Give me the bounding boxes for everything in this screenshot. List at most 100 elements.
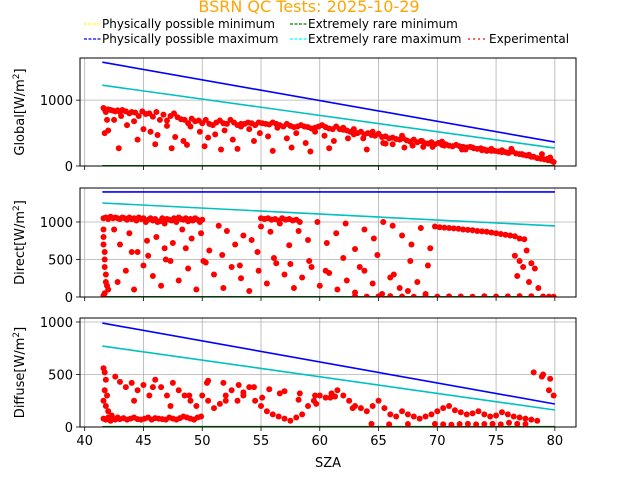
axes-frame [79,317,577,428]
plot-area [100,61,557,166]
data-point [313,400,320,407]
data-point [540,293,547,297]
data-point [158,384,165,391]
data-point [140,381,147,388]
data-point [175,277,182,284]
data-point [316,392,323,399]
data-point [296,390,303,397]
data-point [167,402,174,409]
x-axis-label: SZA [315,456,341,471]
data-point [322,267,329,274]
data-point [228,263,235,270]
data-point [169,379,176,386]
data-point [497,421,504,427]
data-point [100,292,107,297]
data-point [179,226,186,233]
data-point [550,159,557,166]
data-point [334,286,341,293]
data-point [118,112,125,119]
data-point [259,394,266,401]
data-point [427,245,434,252]
data-point [295,396,302,403]
data-point [199,216,206,223]
y-axis-label-sup: 2 [12,73,22,79]
data-point [498,409,505,416]
data-point [410,293,417,297]
data-point [222,397,229,404]
data-point [475,408,482,415]
data-point [161,220,168,227]
data-point [344,135,351,142]
data-point [258,223,265,230]
legend-entry: Extremely rare maximum [290,32,461,46]
data-point [404,421,411,427]
data-point [436,224,443,231]
data-point [252,397,259,404]
panel-direct: 0 500 1000 Direct[W/m2] [12,187,577,306]
data-point [246,126,253,133]
data-point [198,413,205,420]
data-point [215,222,222,229]
data-point [246,287,253,294]
data-point [483,228,490,235]
data-point [506,419,513,426]
data-point [219,251,226,258]
data-point [101,130,108,137]
data-point [163,392,170,399]
data-point [193,402,200,409]
data-point [352,293,359,297]
data-point [478,147,485,154]
data-point [369,128,376,135]
data-point [199,392,206,399]
panel-diffuse: 40 45 50 55 60 65 70 75 80 0 500 1000 Diffuse[W/m2] [12,316,577,449]
data-point [156,116,163,123]
data-point [305,236,312,243]
data-point [143,237,150,244]
data-point [169,239,176,246]
data-point [299,274,306,281]
legend-entry: Extremely rare minimum [290,17,458,31]
data-point [273,260,280,267]
data-point [124,122,131,129]
legend-label: Extremely rare minimum [308,17,458,31]
x-tick-label: 65 [370,434,387,449]
data-point [307,148,314,155]
data-point [363,293,370,297]
data-point [256,130,263,137]
data-point [450,225,457,232]
data-point [434,408,441,415]
data-point [343,277,350,284]
x-tick-label: 40 [76,434,93,449]
data-point [254,248,261,255]
data-point [240,232,247,239]
data-point [196,128,203,135]
data-point [521,236,528,243]
data-point [134,387,141,394]
data-point [478,228,485,235]
data-point [274,124,281,131]
data-point [417,224,424,231]
data-point [187,397,194,404]
data-point [104,392,111,399]
y-tick-label: 0 [65,160,73,175]
data-point [340,126,347,133]
data-point [182,245,189,252]
data-point [332,393,339,400]
data-point [374,251,381,258]
data-point [160,111,167,118]
data-point [502,231,509,238]
data-point [154,132,161,139]
data-point [108,412,115,419]
data-point [314,218,321,225]
data-point [105,286,112,293]
data-point [428,411,435,418]
y-axis-label-tail: ] [13,200,28,205]
data-point [269,411,276,418]
data-point [525,278,532,285]
data-point [185,265,192,272]
y-axis-label-tail: ] [13,68,28,73]
data-point [111,116,118,123]
data-point [234,397,241,404]
data-point [390,271,397,278]
data-point [131,118,138,125]
